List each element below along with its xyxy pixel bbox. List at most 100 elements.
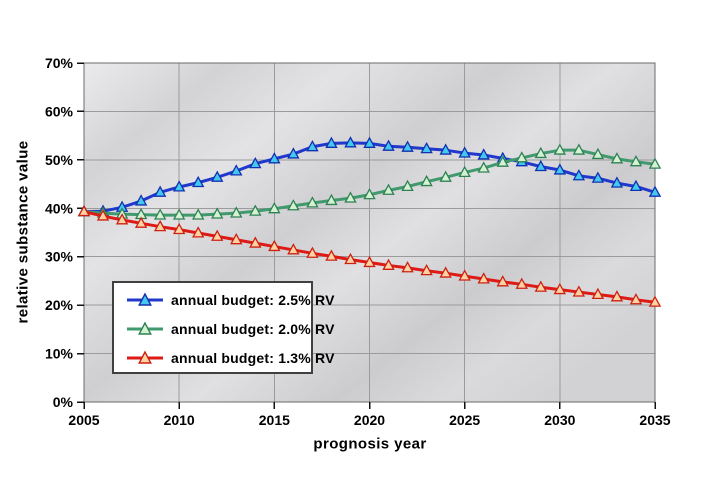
axis-ticks xyxy=(77,62,656,409)
data-point-marker xyxy=(192,175,205,188)
y-axis-title: relative substance value xyxy=(14,140,32,324)
data-point-marker xyxy=(648,185,662,197)
data-point-marker xyxy=(325,249,338,261)
x-tick-label: 2020 xyxy=(354,412,385,428)
data-point-marker xyxy=(344,136,357,148)
data-point-marker xyxy=(477,161,490,173)
data-point-marker xyxy=(610,152,624,164)
data-point-marker xyxy=(591,171,605,183)
data-point-marker xyxy=(153,208,167,220)
data-point-marker xyxy=(382,258,395,270)
data-point-marker xyxy=(439,143,452,155)
y-tick-label: 20% xyxy=(45,297,74,313)
data-point-marker xyxy=(420,141,433,154)
x-tick-label: 2005 xyxy=(68,412,99,428)
data-point-marker xyxy=(306,196,319,208)
data-point-marker xyxy=(325,193,338,206)
y-tick-label: 30% xyxy=(45,249,74,265)
data-point-marker xyxy=(306,140,319,152)
data-point-marker xyxy=(115,213,129,225)
data-point-marker xyxy=(534,280,547,292)
data-point-marker xyxy=(211,207,224,219)
y-tick-label: 0% xyxy=(53,394,74,410)
x-tick-label: 2015 xyxy=(259,412,290,428)
x-tick-label: 2030 xyxy=(544,412,575,428)
legend-item-label: annual budget: 2.5% RV xyxy=(171,291,335,308)
y-tick-label: 10% xyxy=(45,346,74,362)
data-point-marker xyxy=(268,239,281,252)
legend: annual budget: 2.5% RV annual budget: 2.0… xyxy=(112,281,334,374)
data-point-marker xyxy=(344,191,357,203)
x-tick-label: 2035 xyxy=(639,412,670,428)
data-point-marker xyxy=(363,187,376,200)
data-point-marker xyxy=(496,155,509,167)
data-point-marker xyxy=(287,199,300,211)
y-tick-label: 40% xyxy=(45,200,74,216)
x-tick-label: 2010 xyxy=(164,412,195,428)
data-point-marker xyxy=(401,179,414,192)
legend-marker-triangle-icon xyxy=(127,291,163,306)
data-point-marker xyxy=(172,222,186,235)
data-point-marker xyxy=(287,147,300,159)
data-point-marker xyxy=(420,174,433,187)
data-point-marker xyxy=(268,202,281,214)
data-point-marker xyxy=(401,261,414,273)
data-point-marker xyxy=(629,155,643,167)
tick-labels: 0% 10% 20% 30% 40% 50% 60% 70% 2005 2010 2015 2020 2… xyxy=(45,55,671,428)
data-point-marker xyxy=(496,275,509,287)
data-point-marker xyxy=(134,216,148,228)
data-point-marker xyxy=(553,143,567,155)
data-point-marker xyxy=(172,180,186,192)
data-point-marker xyxy=(439,266,452,278)
data-point-marker xyxy=(572,169,586,181)
data-point-marker xyxy=(439,170,452,182)
data-point-marker xyxy=(230,206,243,218)
data-point-marker xyxy=(458,269,471,281)
series-3 xyxy=(77,204,662,307)
data-point-marker xyxy=(172,208,186,220)
data-point-marker xyxy=(534,146,547,159)
x-axis-title: prognosis year xyxy=(313,435,427,453)
data-point-marker xyxy=(230,164,243,176)
legend-item: annual budget: 2.5% RV xyxy=(114,285,334,314)
y-tick-label: 60% xyxy=(45,103,74,119)
data-point-marker xyxy=(572,285,586,297)
data-point-marker xyxy=(382,183,395,195)
data-point-marker xyxy=(249,204,262,216)
data-point-marker xyxy=(629,179,643,192)
data-point-marker xyxy=(648,157,662,169)
data-point-marker xyxy=(420,264,433,276)
data-point-marker xyxy=(477,148,490,160)
data-point-marker xyxy=(325,136,338,148)
data-point-marker xyxy=(401,140,414,152)
data-point-marker xyxy=(249,236,262,248)
legend-item-label: annual budget: 2.0% RV xyxy=(171,320,335,337)
legend-item-label: annual budget: 1.3% RV xyxy=(171,349,335,366)
data-point-marker xyxy=(268,152,281,164)
data-point-marker xyxy=(515,151,528,163)
data-point-marker xyxy=(192,226,205,238)
data-point-marker xyxy=(363,255,376,268)
data-point-marker xyxy=(610,290,624,302)
data-point-marker xyxy=(230,233,243,245)
data-point-marker xyxy=(458,146,471,158)
y-tick-label: 70% xyxy=(45,55,74,71)
data-point-marker xyxy=(648,295,662,307)
data-point-marker xyxy=(477,272,490,284)
legend-marker-triangle-icon xyxy=(127,349,163,364)
legend-item: annual budget: 1.3% RV xyxy=(114,343,334,372)
data-point-marker xyxy=(344,252,357,265)
data-point-marker xyxy=(591,147,605,160)
data-point-marker xyxy=(192,208,205,220)
data-point-marker xyxy=(534,159,547,172)
data-point-marker xyxy=(629,293,643,305)
data-point-marker xyxy=(211,229,224,241)
data-point-marker xyxy=(553,163,567,175)
legend-marker-triangle-icon xyxy=(127,320,163,335)
data-point-marker xyxy=(77,204,91,217)
series-1 xyxy=(77,136,662,217)
data-point-marker xyxy=(572,143,586,155)
data-point-marker xyxy=(382,139,395,151)
data-point-marker xyxy=(211,170,224,182)
